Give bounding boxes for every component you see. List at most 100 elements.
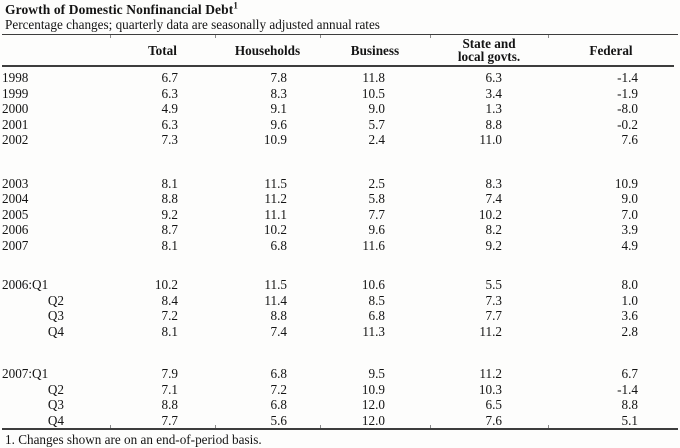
cell-value: 9.2	[161, 206, 178, 222]
cell-value: 8.8	[161, 397, 178, 412]
table-row: 1999 6.3 8.3 10.5 3.4 -1.9	[2, 86, 674, 102]
cell-value: 6.3	[485, 70, 502, 85]
cell-value: 6.7	[621, 366, 638, 381]
cell-value: 2.4	[368, 132, 385, 147]
cell-value: 8.0	[621, 277, 638, 292]
cell-value: 4.9	[621, 237, 638, 253]
cell-value: 7.9	[161, 366, 178, 381]
cell-value: 9.0	[368, 101, 385, 116]
table-row: Q2 8.4 11.4 8.5 7.3 1.0	[2, 293, 674, 309]
cell-value: 10.6	[361, 277, 385, 292]
cell-value: 8.7	[161, 222, 178, 237]
row-label: 2003	[2, 175, 29, 191]
cell-value: 9.6	[368, 222, 385, 237]
cell-value: 5.7	[368, 116, 385, 132]
row-label: Q4	[47, 412, 64, 428]
table-row: 2005 9.2 11.1 7.7 10.2 7.0	[2, 207, 674, 223]
column-tick-mark	[320, 35, 321, 38]
cell-value: 3.6	[621, 308, 638, 323]
row-label: 2007	[2, 237, 29, 253]
row-label: 1998	[2, 70, 29, 85]
cell-value: 7.6	[621, 132, 638, 147]
cell-value: 8.4	[161, 292, 178, 308]
row-label: 2005	[2, 206, 29, 222]
table-row: 2001 6.3 9.6 5.7 8.8 -0.2	[2, 117, 674, 133]
cell-value: 10.2	[478, 206, 502, 222]
table-title: Growth of Domestic Nonfinancial Debt1	[0, 0, 680, 18]
row-label: 2002	[2, 132, 29, 147]
cell-value: 8.8	[621, 397, 638, 412]
cell-value: 11.2	[479, 323, 502, 339]
cell-value: -1.9	[617, 85, 638, 101]
cell-value: 12.0	[361, 397, 385, 412]
cell-value: -1.4	[617, 381, 638, 397]
column-tick-mark	[110, 35, 111, 38]
cell-value: 11.3	[362, 323, 385, 339]
cell-value: 7.3	[161, 132, 178, 147]
row-label: Q2	[47, 381, 64, 397]
cell-value: 2.8	[621, 323, 638, 339]
column-tick-mark	[215, 425, 216, 428]
cell-value: 7.7	[368, 206, 385, 222]
cell-value: 3.4	[485, 85, 502, 101]
cell-value: 6.5	[485, 397, 502, 412]
cell-value: 9.5	[368, 366, 385, 381]
section-spacer	[2, 148, 674, 176]
cell-value: 11.5	[264, 277, 287, 292]
row-label: 2006	[2, 222, 29, 237]
cell-value: 8.1	[161, 237, 178, 253]
cell-value: 8.1	[161, 175, 178, 191]
cell-value: 7.4	[270, 323, 287, 339]
column-header-state-local-govts: State and local govts.	[430, 35, 548, 67]
cell-value: 11.5	[264, 175, 287, 191]
cell-value: 9.2	[485, 237, 502, 253]
column-tick-mark	[430, 35, 431, 38]
table-row: 2007:Q1 7.9 6.8 9.5 11.2 6.7	[2, 366, 674, 382]
cell-value: 11.4	[264, 292, 287, 308]
cell-value: 8.8	[485, 116, 502, 132]
row-label: Q3	[47, 308, 64, 323]
row-label: Q3	[47, 397, 64, 412]
table-row: 2000 4.9 9.1 9.0 1.3 -8.0	[2, 101, 674, 117]
cell-value: 10.9	[263, 132, 287, 147]
cell-value: 6.7	[161, 70, 178, 85]
cell-value: 5.1	[621, 412, 638, 428]
table-row: 1998 6.7 7.8 11.8 6.3 -1.4	[2, 66, 674, 86]
column-header-business: Business	[320, 35, 430, 67]
table-row: Q4 8.1 7.4 11.3 11.2 2.8	[2, 324, 674, 340]
cell-value: 7.0	[621, 206, 638, 222]
cell-value: 4.9	[161, 101, 178, 116]
table-subtitle: Percentage changes; quarterly data are s…	[5, 17, 380, 32]
cell-value: 7.6	[485, 412, 502, 428]
cell-value: 11.0	[479, 132, 502, 147]
row-label: 1999	[2, 85, 29, 101]
cell-value: -1.4	[617, 70, 638, 85]
cell-value: 11.8	[362, 70, 385, 85]
cell-value: 6.8	[368, 308, 385, 323]
table-row: 2004 8.8 11.2 5.8 7.4 9.0	[2, 191, 674, 207]
row-label: 2000	[2, 101, 29, 116]
cell-value: 8.5	[368, 292, 385, 308]
cell-value: 7.8	[270, 70, 287, 85]
table-title-text: Growth of Domestic Nonfinancial Debt	[5, 2, 234, 17]
cell-value: 3.9	[621, 222, 638, 237]
cell-value: 7.2	[270, 381, 287, 397]
data-table: Total Households Business State and loca…	[2, 35, 674, 428]
cell-value: 5.6	[270, 412, 287, 428]
table-row: Q2 7.1 7.2 10.9 10.3 -1.4	[2, 382, 674, 398]
cell-value: 10.9	[614, 175, 638, 191]
cell-value: 8.2	[485, 222, 502, 237]
cell-value: 8.3	[485, 175, 502, 191]
cell-value: 6.3	[161, 85, 178, 101]
row-label: Q2	[47, 292, 64, 308]
cell-value: 9.0	[621, 191, 638, 206]
row-label: Q4	[47, 323, 64, 339]
column-tick-mark	[548, 35, 549, 38]
cell-value: 8.1	[161, 323, 178, 339]
table-row: Q4 7.7 5.6 12.0 7.6 5.1	[2, 413, 674, 429]
cell-value: 1.3	[485, 101, 502, 116]
column-tick-mark	[548, 425, 549, 428]
footnote-marker: 1	[233, 0, 238, 11]
cell-value: 1.0	[621, 292, 638, 308]
